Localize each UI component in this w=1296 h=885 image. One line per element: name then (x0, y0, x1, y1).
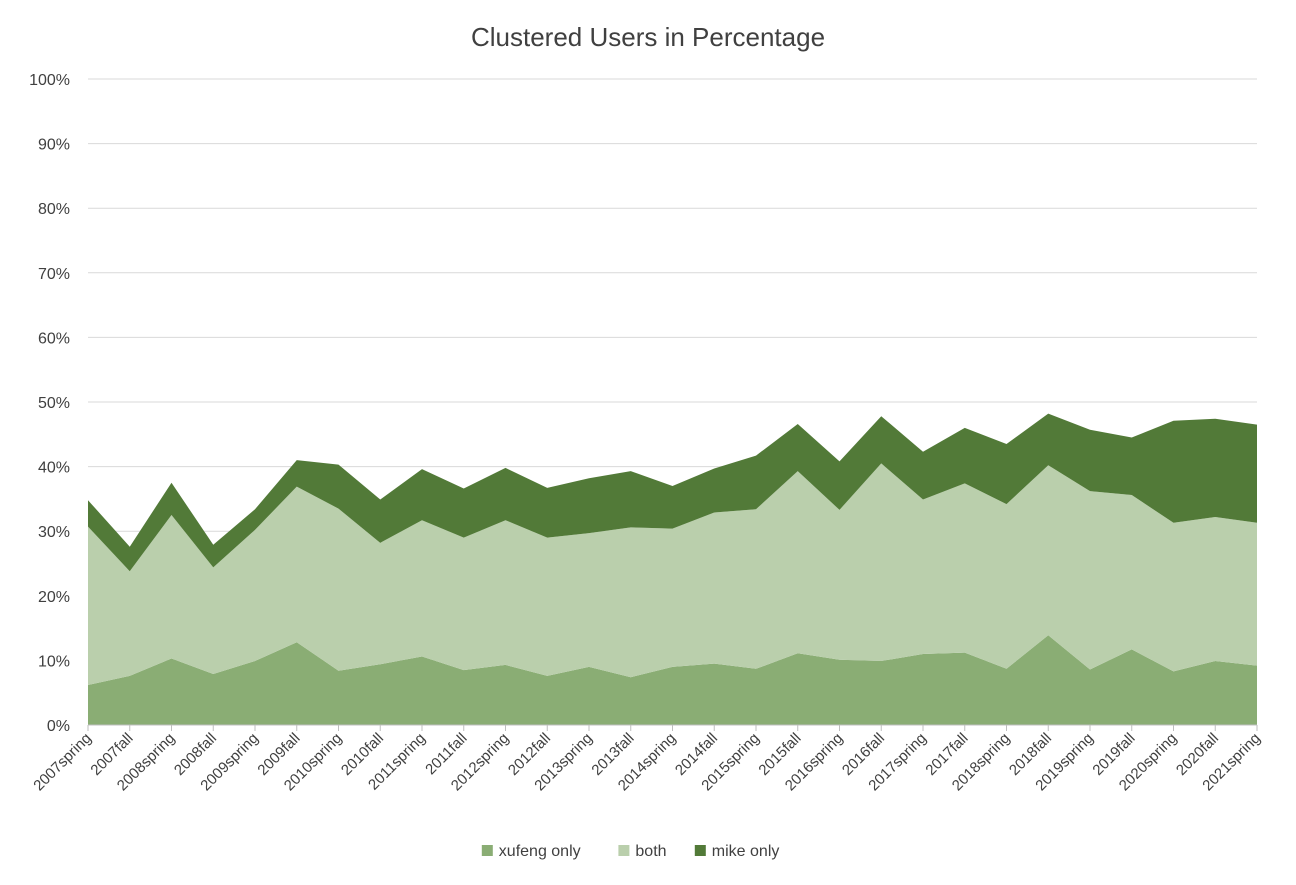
y-tick-label: 10% (38, 653, 70, 670)
y-tick-label: 100% (29, 72, 70, 89)
y-tick-label: 50% (38, 395, 70, 412)
legend-label: mike only (712, 843, 780, 860)
area-series (88, 413, 1257, 725)
y-tick-label: 60% (38, 330, 70, 347)
y-tick-label: 70% (38, 266, 70, 283)
y-tick-label: 90% (38, 137, 70, 154)
legend-swatch (694, 845, 706, 856)
y-tick-label: 0% (47, 718, 70, 735)
area-mike-only (88, 413, 1257, 572)
legend-label: xufeng only (499, 843, 581, 860)
y-tick-label: 40% (38, 460, 70, 477)
chart-title: Clustered Users in Percentage (471, 22, 825, 52)
y-tick-label: 80% (38, 201, 70, 218)
legend: xufeng only both mike only (481, 843, 780, 860)
legend-swatch (618, 845, 630, 856)
area-both (88, 463, 1257, 685)
y-tick-label: 20% (38, 589, 70, 606)
legend-label: both (635, 843, 666, 860)
y-tick-label: 30% (38, 524, 70, 541)
legend-swatch (481, 845, 493, 856)
area-xufeng-only (88, 635, 1257, 725)
